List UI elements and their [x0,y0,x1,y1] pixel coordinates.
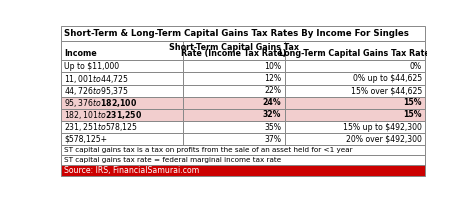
Text: 12%: 12% [264,74,281,83]
Bar [285,41,425,60]
Text: 15% over $44,625: 15% over $44,625 [351,86,422,95]
Text: 37%: 37% [264,135,281,144]
Bar [61,97,183,109]
Bar [285,109,425,121]
Text: 15% up to $492,300: 15% up to $492,300 [343,123,422,132]
Text: $231,251 to $578,125: $231,251 to $578,125 [64,121,138,133]
Text: Short-Term & Long-Term Capital Gains Tax Rates By Income For Singles: Short-Term & Long-Term Capital Gains Tax… [64,29,409,38]
Text: Up to $11,000: Up to $11,000 [64,62,119,71]
Bar [183,97,285,109]
Text: 24%: 24% [263,98,281,107]
Bar [183,60,285,72]
Bar [285,60,425,72]
Text: 22%: 22% [264,86,281,95]
Bar [183,109,285,121]
Text: $182,101 to $231,250: $182,101 to $231,250 [64,109,142,121]
Bar [61,41,183,60]
Bar [285,121,425,133]
Text: ST capital gains tax rate = federal marginal income tax rate: ST capital gains tax rate = federal marg… [64,157,281,163]
Bar [183,133,285,145]
Text: 10%: 10% [264,62,281,71]
Bar [183,121,285,133]
Text: Income: Income [64,49,97,58]
Text: Rate (Income Tax Rate): Rate (Income Tax Rate) [181,49,286,58]
Bar [61,121,183,133]
Text: ST capital gains tax is a tax on profits from the sale of an asset held for <1 y: ST capital gains tax is a tax on profits… [64,147,353,153]
Text: $44,726 to $95,375: $44,726 to $95,375 [64,85,129,97]
Text: Long-Term Capital Gains Tax Rate: Long-Term Capital Gains Tax Rate [279,49,430,58]
Bar [285,85,425,97]
Bar [183,72,285,85]
Bar [61,109,183,121]
Bar [61,60,183,72]
Bar [183,41,285,60]
Text: 35%: 35% [264,123,281,132]
Bar [61,85,183,97]
Text: $95,376 to $182,100: $95,376 to $182,100 [64,97,137,109]
Text: 32%: 32% [263,110,281,119]
Text: 15%: 15% [403,110,422,119]
Bar [285,72,425,85]
Bar [61,145,425,155]
Bar [61,26,425,41]
Bar [61,133,183,145]
Text: $11,001 to $44,725: $11,001 to $44,725 [64,73,129,85]
Text: Short-Term Capital Gains Tax: Short-Term Capital Gains Tax [169,43,299,52]
Text: 20% over $492,300: 20% over $492,300 [346,135,422,144]
Text: Source: IRS, FinancialSamurai.com: Source: IRS, FinancialSamurai.com [64,166,199,175]
Text: 0%: 0% [410,62,422,71]
Text: 0% up to $44,625: 0% up to $44,625 [353,74,422,83]
Text: 15%: 15% [403,98,422,107]
Bar [183,85,285,97]
Bar [61,155,425,165]
Bar [61,72,183,85]
Bar [285,133,425,145]
Bar [285,97,425,109]
Bar [61,165,425,176]
Text: $578,125+: $578,125+ [64,135,107,144]
